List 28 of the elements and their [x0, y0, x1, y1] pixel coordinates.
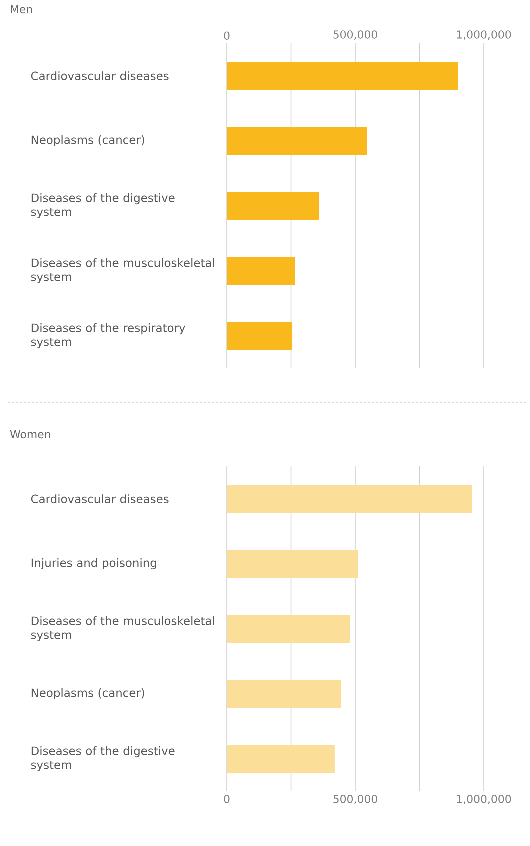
bar: [227, 127, 368, 156]
y-tick-label: Diseases of the digestive system: [31, 746, 175, 772]
y-tick-label: Diseases of the digestive system: [31, 193, 175, 219]
bar: [227, 62, 458, 90]
x-tick-label: 1,000,000: [457, 795, 512, 804]
y-tick-label: Cardiovascular diseases: [31, 72, 169, 80]
bar: [227, 745, 335, 774]
text: Men: [11, 5, 32, 14]
x-tick-label: 500,000: [334, 795, 378, 804]
y-tick-label: Diseases of the musculoskeletal system: [31, 258, 214, 284]
x-tick-label: 0: [224, 32, 230, 40]
x-tick-label: 500,000: [334, 30, 378, 40]
y-tick-label: Injuries and poisoning: [32, 558, 156, 570]
y-tick-label: Diseases of the musculoskeletal system: [31, 616, 214, 642]
bar: [227, 680, 342, 708]
bar: [227, 615, 350, 644]
text: Women: [10, 430, 50, 439]
bar: [227, 550, 358, 578]
bar: [227, 192, 320, 220]
bar: [227, 322, 293, 350]
y-tick-label: Neoplasms (cancer): [32, 135, 144, 147]
x-tick-label: 1,000,000: [457, 30, 512, 40]
y-tick-label: Cardiovascular diseases: [31, 494, 169, 504]
x-tick-label: 0: [224, 795, 230, 804]
y-tick-label: Diseases of the respiratory system: [31, 323, 186, 349]
y-tick-label: Neoplasms (cancer): [32, 688, 144, 700]
bar: [227, 485, 472, 514]
bar: [227, 257, 296, 286]
